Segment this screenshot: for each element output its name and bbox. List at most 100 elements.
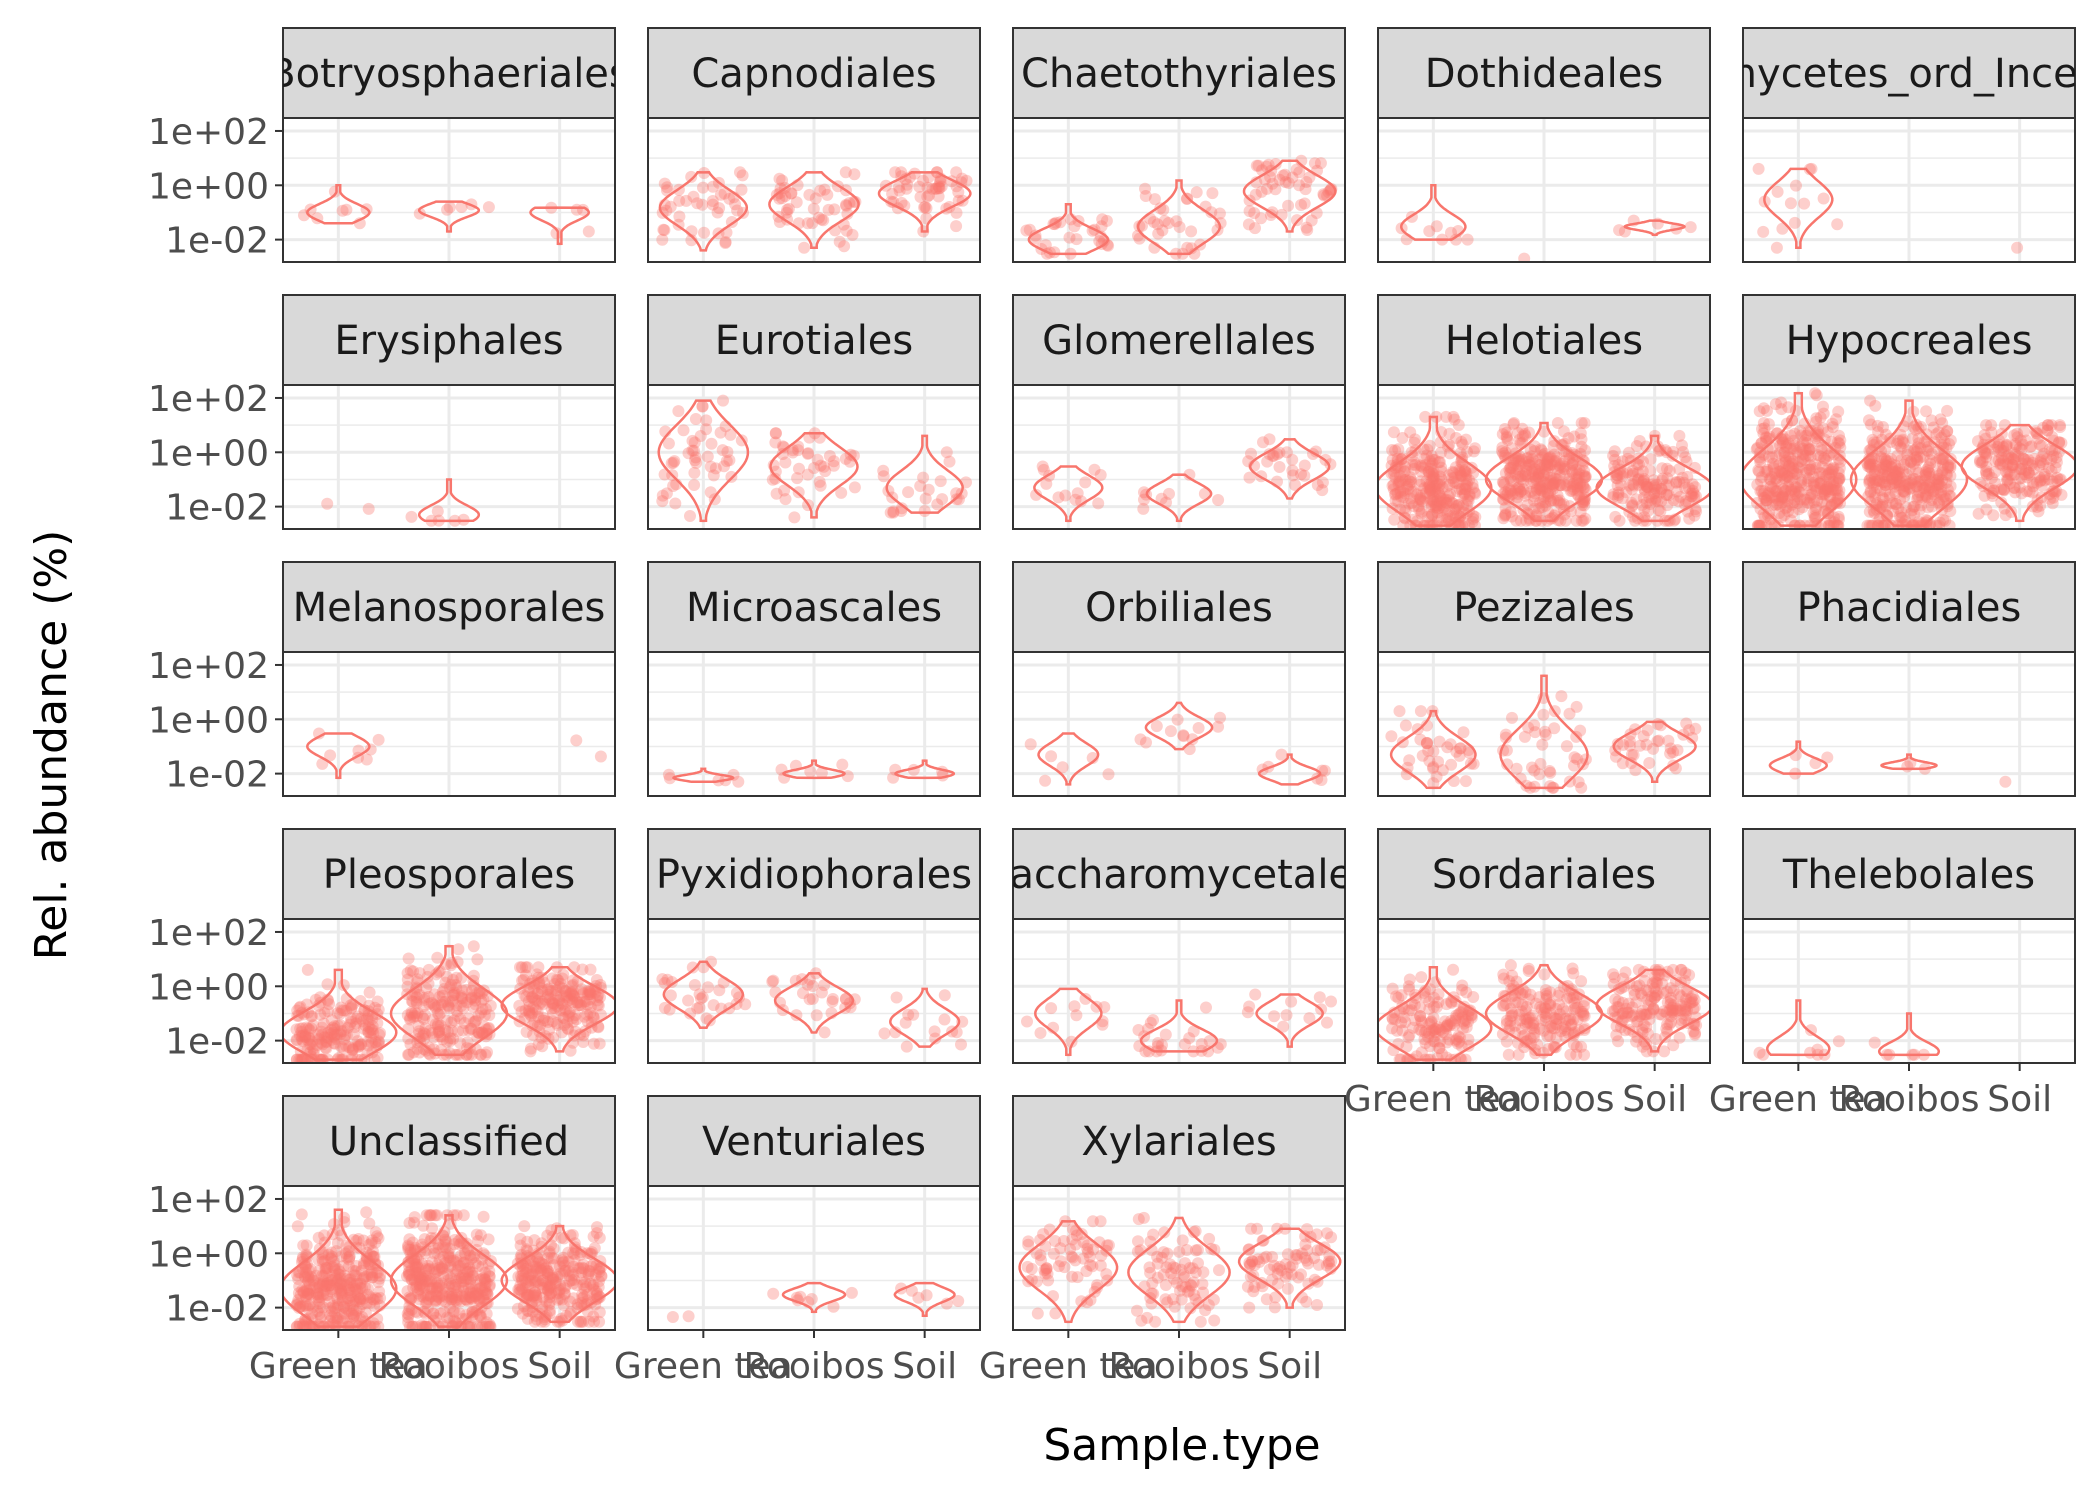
data-point	[475, 1309, 487, 1321]
data-point	[678, 424, 690, 436]
data-point	[1435, 436, 1447, 448]
data-point	[1079, 476, 1091, 488]
data-point	[483, 201, 495, 213]
data-point	[531, 1314, 543, 1326]
data-point	[960, 476, 972, 488]
data-point	[915, 191, 927, 203]
y-tick-label: 1e+02	[148, 379, 269, 420]
data-point	[1500, 490, 1512, 502]
data-point	[1771, 242, 1783, 254]
data-point	[1775, 403, 1787, 415]
data-point	[441, 1209, 453, 1221]
data-point	[702, 451, 714, 463]
data-point	[807, 980, 819, 992]
data-point	[1466, 462, 1478, 474]
data-point	[695, 430, 707, 442]
data-point	[1385, 730, 1397, 742]
data-point	[338, 1216, 350, 1228]
data-point	[1614, 515, 1626, 527]
data-point	[428, 1031, 440, 1043]
data-point	[317, 1278, 329, 1290]
data-point	[324, 1296, 336, 1308]
data-point	[1564, 776, 1576, 788]
data-point	[1400, 720, 1412, 732]
data-point	[478, 1211, 490, 1223]
data-point	[1314, 991, 1326, 1003]
data-point	[768, 459, 780, 471]
data-point	[1264, 433, 1276, 445]
data-point	[1665, 992, 1677, 1004]
data-point	[1427, 454, 1439, 466]
data-point	[770, 427, 782, 439]
data-point	[1414, 1010, 1426, 1022]
data-point	[1665, 743, 1677, 755]
data-point	[802, 1296, 814, 1308]
data-point	[663, 438, 675, 450]
data-point	[578, 1263, 590, 1275]
data-point	[1450, 234, 1462, 246]
data-point	[1089, 464, 1101, 476]
data-point	[726, 216, 738, 228]
data-point	[1263, 159, 1275, 171]
data-point	[1790, 749, 1802, 761]
data-point	[778, 441, 790, 453]
data-point	[326, 1034, 338, 1046]
data-point	[1412, 723, 1424, 735]
data-point	[425, 1232, 437, 1244]
data-point	[847, 229, 859, 241]
data-point	[465, 198, 477, 210]
data-point	[1521, 452, 1533, 464]
data-point	[1148, 216, 1160, 228]
data-point	[1649, 430, 1661, 442]
data-point	[1785, 197, 1797, 209]
data-point	[300, 1022, 312, 1034]
data-point	[1644, 465, 1656, 477]
data-point	[303, 1299, 315, 1311]
data-point	[1625, 728, 1637, 740]
data-point	[1080, 993, 1092, 1005]
data-point	[1828, 511, 1840, 523]
data-point	[360, 1206, 372, 1218]
data-point	[1618, 981, 1630, 993]
data-point	[467, 1271, 479, 1283]
data-point	[1071, 233, 1083, 245]
data-point	[2036, 491, 2048, 503]
data-point	[706, 438, 718, 450]
data-point	[1248, 460, 1260, 472]
data-point	[1538, 692, 1550, 704]
data-point	[1541, 467, 1553, 479]
data-point	[403, 953, 415, 965]
data-point	[1147, 1014, 1159, 1026]
data-point	[1165, 725, 1177, 737]
data-point	[1549, 705, 1561, 717]
data-point	[431, 952, 443, 964]
data-point	[1299, 460, 1311, 472]
data-point	[575, 1297, 587, 1309]
data-point	[1264, 171, 1276, 183]
data-point	[1558, 445, 1570, 457]
data-point	[683, 447, 695, 459]
data-point	[1575, 975, 1587, 987]
data-point	[1512, 996, 1524, 1008]
data-point	[1399, 502, 1411, 514]
data-point	[811, 1009, 823, 1021]
data-point	[1215, 217, 1227, 229]
data-point	[1633, 452, 1645, 464]
data-point	[402, 974, 414, 986]
data-point	[292, 1220, 304, 1232]
y-tick-label: 1e+00	[148, 1234, 269, 1275]
data-point	[1567, 963, 1579, 975]
data-point	[434, 991, 446, 1003]
data-point	[1910, 419, 1922, 431]
data-point	[1563, 476, 1575, 488]
data-point	[1070, 494, 1082, 506]
facet-chaetothyriales: Chaetothyriales	[1013, 28, 1345, 262]
data-point	[1638, 975, 1650, 987]
data-point	[798, 242, 810, 254]
data-point	[1435, 493, 1447, 505]
data-point	[1538, 1025, 1550, 1037]
data-point	[1435, 473, 1447, 485]
data-point	[1548, 722, 1560, 734]
data-point	[340, 204, 352, 216]
data-point	[1298, 470, 1310, 482]
